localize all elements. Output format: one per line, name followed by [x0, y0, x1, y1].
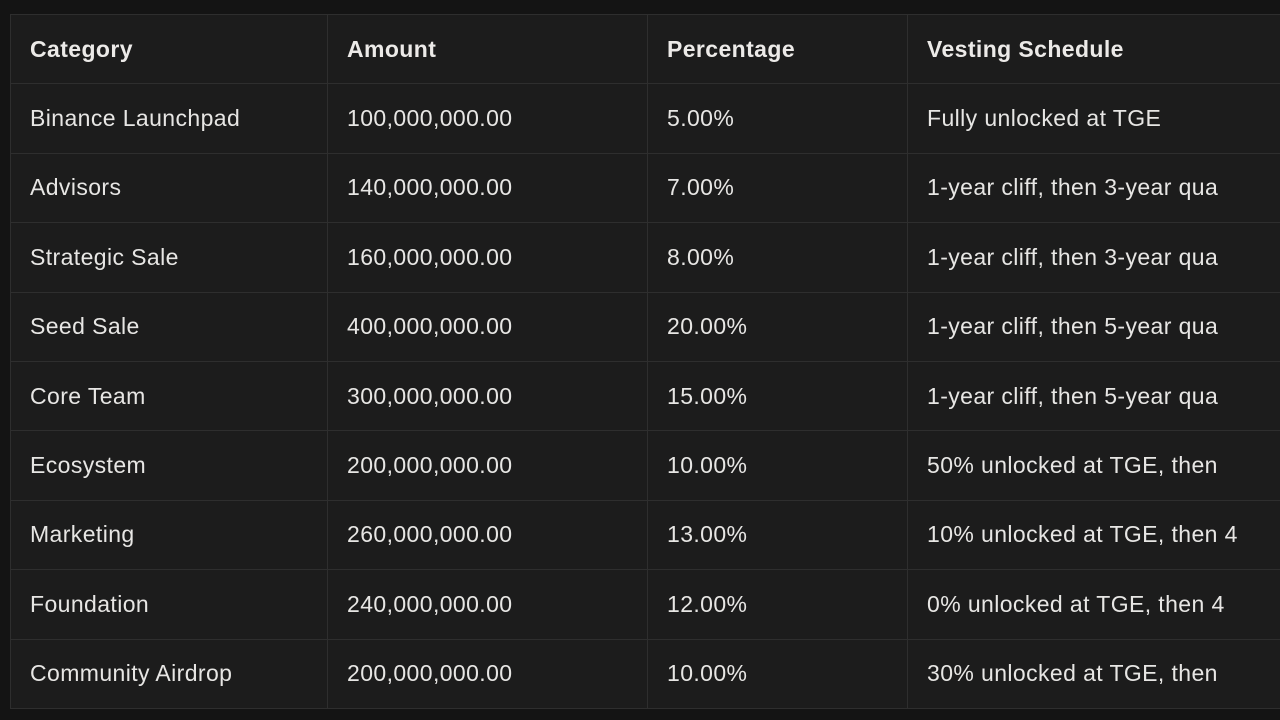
cell-category: Ecosystem	[10, 430, 328, 501]
table-row: Marketing 260,000,000.00 13.00% 10% unlo…	[10, 499, 1280, 571]
cell-percentage: 13.00%	[647, 499, 908, 571]
table-row: Binance Launchpad 100,000,000.00 5.00% F…	[10, 83, 1280, 154]
cell-amount: 300,000,000.00	[327, 360, 648, 432]
token-allocation-table-container: Category Amount Percentage Vesting Sched…	[10, 13, 1280, 709]
cell-amount: 240,000,000.00	[327, 569, 648, 640]
column-header-amount: Amount	[327, 13, 648, 85]
cell-amount: 200,000,000.00	[327, 430, 648, 501]
cell-percentage: 8.00%	[647, 222, 908, 293]
cell-amount: 140,000,000.00	[327, 152, 648, 224]
column-header-percentage: Percentage	[647, 13, 908, 85]
table-row: Seed Sale 400,000,000.00 20.00% 1-year c…	[10, 291, 1280, 362]
cell-category: Core Team	[10, 360, 328, 432]
cell-category: Foundation	[10, 569, 328, 640]
table-row: Foundation 240,000,000.00 12.00% 0% unlo…	[10, 569, 1280, 640]
cell-percentage: 5.00%	[647, 83, 908, 154]
cell-amount: 260,000,000.00	[327, 499, 648, 571]
cell-category: Binance Launchpad	[10, 83, 328, 154]
cell-percentage: 12.00%	[647, 569, 908, 640]
cell-category: Seed Sale	[10, 291, 328, 362]
cell-amount: 200,000,000.00	[327, 638, 648, 709]
cell-vesting: 0% unlocked at TGE, then 4	[907, 569, 1280, 640]
cell-vesting: 30% unlocked at TGE, then	[907, 638, 1280, 709]
cell-vesting: 1-year cliff, then 3-year qua	[907, 222, 1280, 293]
cell-amount: 100,000,000.00	[327, 83, 648, 154]
cell-vesting: 1-year cliff, then 5-year qua	[907, 360, 1280, 432]
column-header-vesting: Vesting Schedule	[907, 13, 1280, 85]
cell-category: Marketing	[10, 499, 328, 571]
cell-amount: 400,000,000.00	[327, 291, 648, 362]
cell-vesting: 1-year cliff, then 3-year qua	[907, 152, 1280, 224]
cell-percentage: 10.00%	[647, 430, 908, 501]
cell-percentage: 7.00%	[647, 152, 908, 224]
cell-percentage: 20.00%	[647, 291, 908, 362]
table-row: Core Team 300,000,000.00 15.00% 1-year c…	[10, 360, 1280, 432]
cell-vesting: 10% unlocked at TGE, then 4	[907, 499, 1280, 571]
cell-vesting: 50% unlocked at TGE, then	[907, 430, 1280, 501]
cell-amount: 160,000,000.00	[327, 222, 648, 293]
column-header-category: Category	[10, 13, 328, 85]
cell-category: Strategic Sale	[10, 222, 328, 293]
cell-vesting: Fully unlocked at TGE	[907, 83, 1280, 154]
cell-percentage: 15.00%	[647, 360, 908, 432]
cell-vesting: 1-year cliff, then 5-year qua	[907, 291, 1280, 362]
cell-percentage: 10.00%	[647, 638, 908, 709]
token-allocation-table: Category Amount Percentage Vesting Sched…	[10, 13, 1280, 709]
table-row: Strategic Sale 160,000,000.00 8.00% 1-ye…	[10, 222, 1280, 293]
header-row: Category Amount Percentage Vesting Sched…	[10, 13, 1280, 85]
table-row: Ecosystem 200,000,000.00 10.00% 50% unlo…	[10, 430, 1280, 501]
cell-category: Advisors	[10, 152, 328, 224]
table-row: Advisors 140,000,000.00 7.00% 1-year cli…	[10, 152, 1280, 224]
cell-category: Community Airdrop	[10, 638, 328, 709]
table-row: Community Airdrop 200,000,000.00 10.00% …	[10, 638, 1280, 709]
